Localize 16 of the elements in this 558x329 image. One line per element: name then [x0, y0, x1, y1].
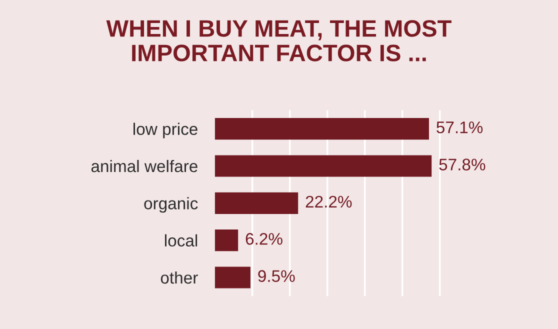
y-tick-label: low price: [134, 122, 198, 138]
bar: [214, 266, 250, 288]
bar: [214, 118, 429, 140]
y-tick-label: other: [160, 271, 198, 284]
bar: [214, 192, 298, 214]
y-tick-label: animal welfare: [91, 160, 198, 172]
y-tick-label: organic: [144, 197, 198, 213]
data-label: 9.5%: [258, 270, 295, 282]
chart-title: WHEN I BUY MEAT, THE MOST IMPORTANT FACTOR IS ...: [106, 20, 452, 62]
bar: [214, 155, 432, 177]
data-label: 57.1%: [436, 122, 483, 134]
data-label: 22.2%: [306, 196, 352, 208]
data-label: 6.2%: [246, 233, 282, 245]
bar: [214, 230, 238, 252]
y-tick-label: local: [165, 234, 198, 247]
data-label: 57.8%: [439, 158, 486, 170]
